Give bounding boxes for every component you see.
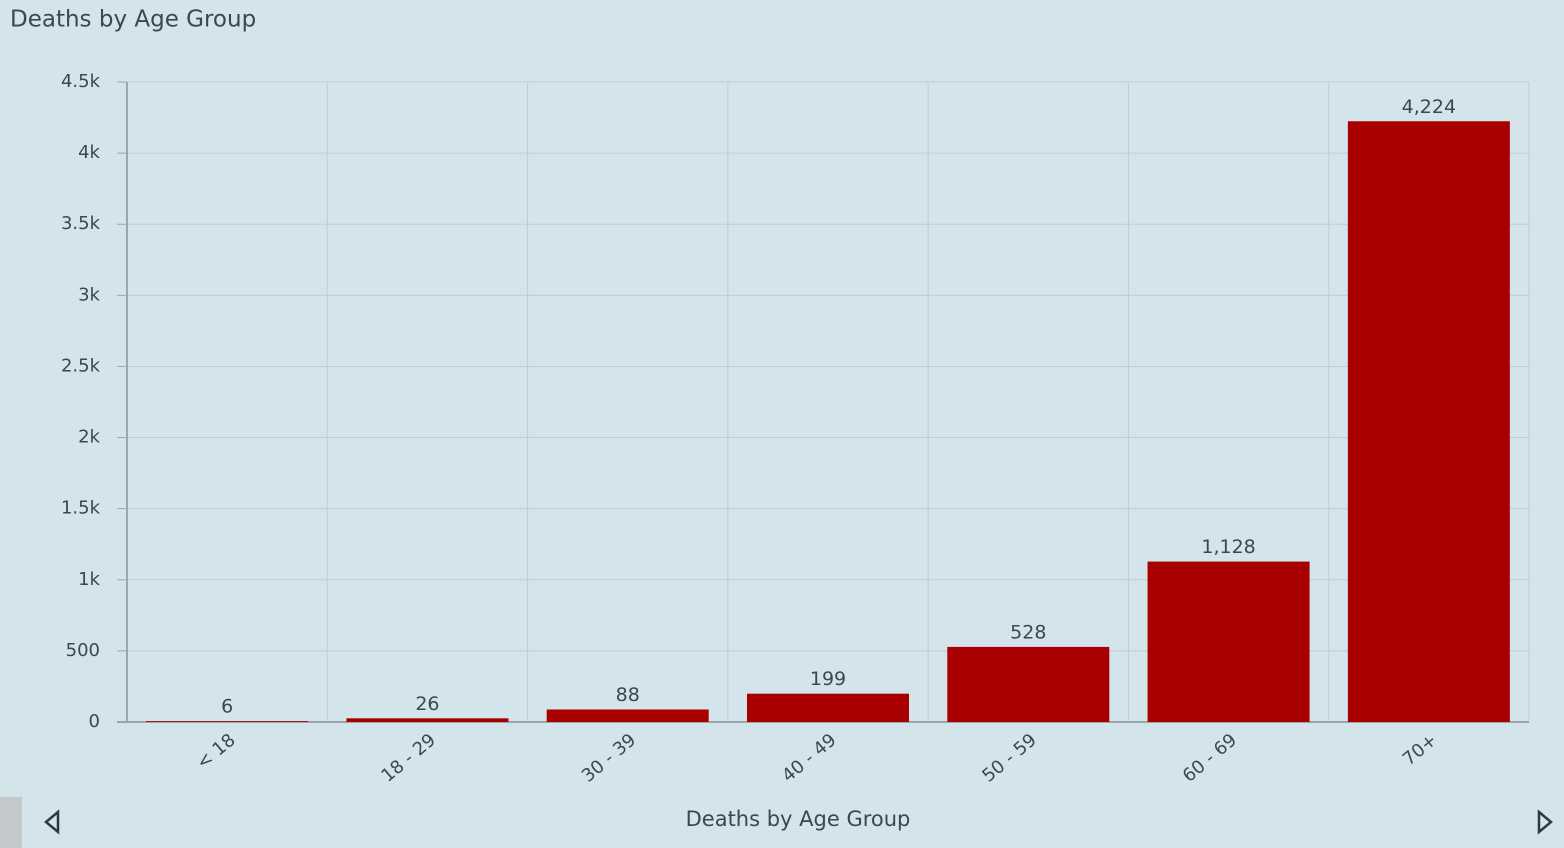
value-label: 88 xyxy=(616,684,640,706)
scroll-strip xyxy=(0,797,22,848)
value-label: 6 xyxy=(221,696,233,718)
value-label: 199 xyxy=(810,668,846,690)
y-tick-label: 3.5k xyxy=(61,213,101,234)
y-tick-label: 4k xyxy=(78,142,100,163)
bar xyxy=(146,721,309,722)
bar xyxy=(747,693,909,722)
y-tick-label: 1.5k xyxy=(61,498,101,519)
bar xyxy=(947,646,1110,722)
value-label: 1,128 xyxy=(1201,536,1255,558)
y-tick-label: 2k xyxy=(78,427,100,448)
y-tick-label: 4.5k xyxy=(61,71,101,92)
value-label: 4,224 xyxy=(1402,96,1456,118)
y-tick-label: 0 xyxy=(89,711,100,732)
y-tick-label: 500 xyxy=(66,640,100,661)
y-tick-label: 2.5k xyxy=(61,355,101,376)
value-label: 26 xyxy=(415,693,439,715)
bar xyxy=(1147,561,1310,722)
y-tick-label: 1k xyxy=(78,569,100,590)
bar xyxy=(1347,121,1510,722)
next-button[interactable] xyxy=(1537,809,1553,835)
previous-button[interactable] xyxy=(44,809,60,835)
bar xyxy=(346,718,509,722)
bar xyxy=(546,709,709,722)
value-label: 528 xyxy=(1010,621,1046,643)
y-tick-label: 3k xyxy=(78,284,100,305)
chart-caption: Deaths by Age Group xyxy=(686,807,911,831)
chart-title: Deaths by Age Group xyxy=(10,7,256,33)
